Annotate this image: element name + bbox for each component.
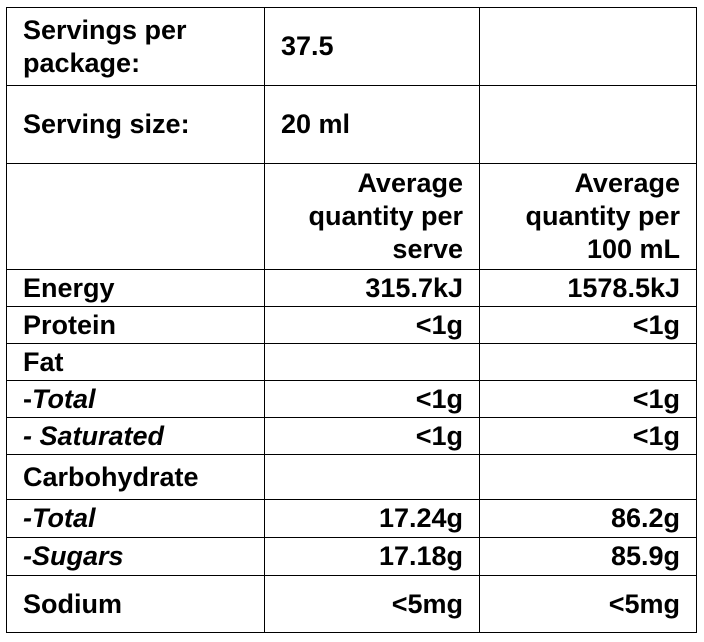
energy-label: Energy bbox=[6, 269, 265, 307]
fat-saturated-per-serve: <1g bbox=[264, 417, 480, 455]
empty-cell bbox=[264, 343, 480, 381]
carb-sugars-per-100ml: 85.9g bbox=[479, 537, 697, 576]
fat-saturated-per-100ml: <1g bbox=[479, 417, 697, 455]
energy-per-100ml: 1578.5kJ bbox=[479, 269, 697, 307]
protein-row: Protein <1g <1g bbox=[6, 306, 697, 344]
fat-row: Fat bbox=[6, 343, 697, 381]
protein-label: Protein bbox=[6, 306, 265, 344]
empty-cell bbox=[479, 7, 697, 86]
protein-per-serve: <1g bbox=[264, 306, 480, 344]
sodium-row: Sodium <5mg <5mg bbox=[6, 575, 697, 633]
fat-saturated-label: - Saturated bbox=[6, 417, 265, 455]
energy-per-serve: 315.7kJ bbox=[264, 269, 480, 307]
empty-cell bbox=[479, 85, 697, 164]
sodium-per-serve: <5mg bbox=[264, 575, 480, 633]
carb-total-per-100ml: 86.2g bbox=[479, 499, 697, 538]
header-per-100ml: Average quantity per 100 mL bbox=[479, 163, 697, 270]
carb-total-per-serve: 17.24g bbox=[264, 499, 480, 538]
empty-cell bbox=[479, 454, 697, 500]
carbohydrate-label: Carbohydrate bbox=[6, 454, 265, 500]
carb-sugars-row: -Sugars 17.18g 85.9g bbox=[6, 537, 697, 576]
carb-total-label: -Total bbox=[6, 499, 265, 538]
servings-per-package-row: Servings per package: 37.5 bbox=[6, 7, 697, 86]
sodium-label: Sodium bbox=[6, 575, 265, 633]
carb-sugars-per-serve: 17.18g bbox=[264, 537, 480, 576]
serving-size-value: 20 ml bbox=[264, 85, 480, 164]
fat-total-per-100ml: <1g bbox=[479, 380, 697, 418]
carbohydrate-row: Carbohydrate bbox=[6, 454, 697, 500]
serving-size-label: Serving size: bbox=[6, 85, 265, 164]
fat-total-label: -Total bbox=[6, 380, 265, 418]
fat-saturated-row: - Saturated <1g <1g bbox=[6, 417, 697, 455]
carb-sugars-label: -Sugars bbox=[6, 537, 265, 576]
fat-total-row: -Total <1g <1g bbox=[6, 380, 697, 418]
empty-cell bbox=[479, 343, 697, 381]
sodium-per-100ml: <5mg bbox=[479, 575, 697, 633]
column-header-row: Average quantity per serve Average quant… bbox=[6, 163, 697, 270]
carb-total-row: -Total 17.24g 86.2g bbox=[6, 499, 697, 538]
fat-label: Fat bbox=[6, 343, 265, 381]
fat-total-per-serve: <1g bbox=[264, 380, 480, 418]
servings-per-package-value: 37.5 bbox=[264, 7, 480, 86]
servings-per-package-label: Servings per package: bbox=[6, 7, 265, 86]
energy-row: Energy 315.7kJ 1578.5kJ bbox=[6, 269, 697, 307]
header-per-serve: Average quantity per serve bbox=[264, 163, 480, 270]
empty-cell bbox=[6, 163, 265, 270]
nutrition-table: Servings per package: 37.5 Serving size:… bbox=[6, 7, 697, 633]
protein-per-100ml: <1g bbox=[479, 306, 697, 344]
serving-size-row: Serving size: 20 ml bbox=[6, 85, 697, 164]
empty-cell bbox=[264, 454, 480, 500]
